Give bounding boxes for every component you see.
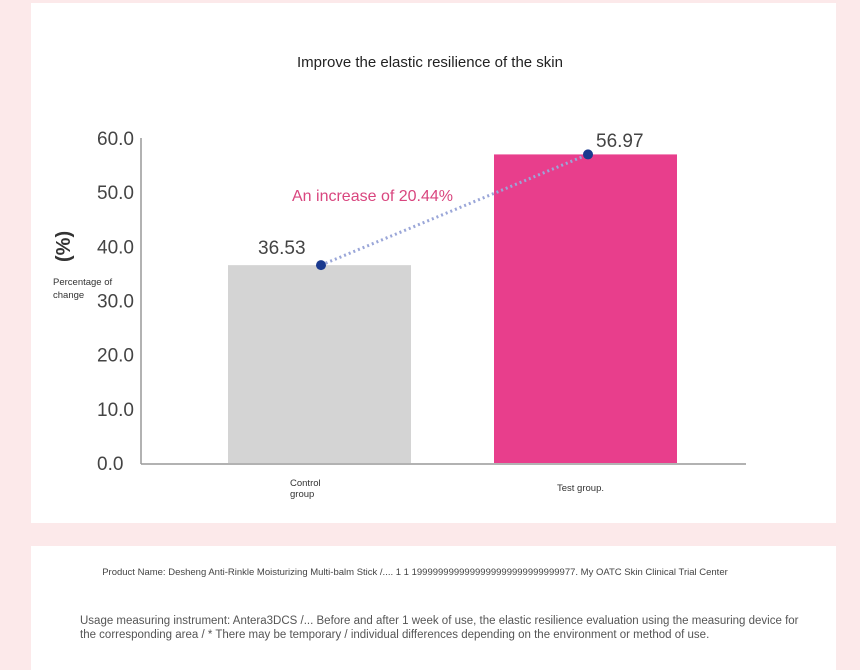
value-label: 56.97 [596,131,644,152]
y-tick-label: 20.0 [97,346,134,367]
y-tick-label: 50.0 [97,183,134,204]
info-card [31,546,836,670]
product-info-text: Product Name: Desheng Anti-Rinkle Moistu… [102,567,728,578]
chart-title: Improve the elastic resilience of the sk… [297,54,563,71]
usage-info-text: Usage measuring instrument: Antera3DCS /… [80,615,799,641]
bar [494,154,677,463]
x-category-label: Test group. [557,483,604,494]
y-tick-label: 30.0 [97,292,134,313]
y-tick-label: 0.0 [97,454,123,475]
y-axis-label: Percentage of change [53,277,113,301]
x-category-label: Control group [290,478,321,500]
value-label: 36.53 [258,238,306,259]
data-point [316,260,326,271]
bar [228,265,411,463]
connector-line [320,153,589,267]
y-tick-label: 60.0 [97,129,134,150]
chart-card [31,3,836,523]
y-tick-label: 10.0 [97,400,134,421]
data-point [583,149,593,160]
y-tick-label: 40.0 [97,237,134,258]
increase-annotation: An increase of 20.44% [292,188,453,205]
